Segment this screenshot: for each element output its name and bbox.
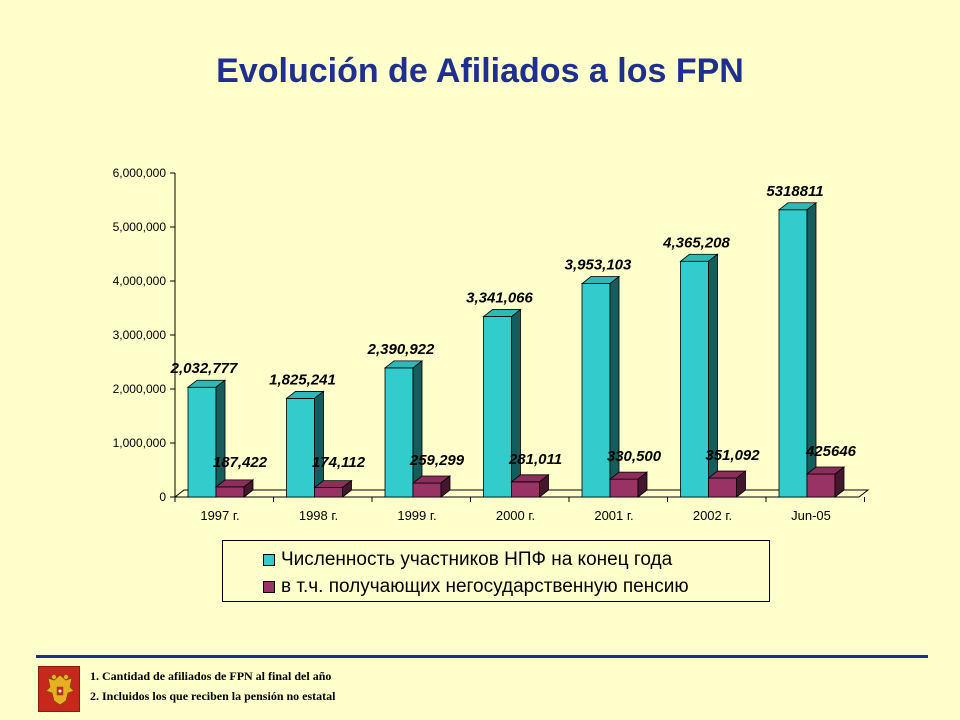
data-label-participants: 3,953,103 [565,257,632,274]
y-tick-label: 5,000,000 [113,220,167,234]
bar-participants [778,209,808,498]
data-label-participants: 2,390,922 [367,341,435,358]
data-label-pension-recipients: 351,092 [705,447,760,464]
x-tick-label: 2000 г. [496,508,535,523]
x-tick-label: 1998 г. [299,508,338,523]
y-tick-label: 1,000,000 [113,436,167,450]
bar-pension-recipients [314,487,343,498]
y-tick-label: 6,000,000 [113,166,167,180]
x-tick-label: 2001 г. [594,508,633,523]
y-tick-label: 0 [159,490,166,504]
slide-title: Evolución de Afiliados a los FPN [216,52,744,90]
data-label-pension-recipients: 259,299 [409,452,465,469]
x-tick-label: 2002 г. [693,508,732,523]
bar-pension-recipients [609,478,639,498]
data-label-participants: 2,032,777 [170,360,238,377]
data-label-pension-recipients: 425646 [805,443,857,460]
bar-participants [483,316,512,498]
bar-pension-recipients [215,486,245,498]
data-label-pension-recipients: 174,112 [312,454,366,471]
x-tick-label: 1999 г. [397,508,436,523]
bar-side-face [215,379,226,498]
bar-side-face [834,466,845,498]
data-label-pension-recipients: 281,011 [508,451,562,468]
bar-chart: 0 1,000,000 2,000,000 3,000,000 4,000,000 5,0… [113,166,870,523]
bar-participants [581,283,611,498]
bar-participants [187,386,217,498]
bar-side-face [440,475,451,498]
x-tick-label: 1997 г. [200,508,239,523]
legend-swatch-participants [263,554,275,566]
bar-side-face [736,470,746,498]
bar-participants [286,398,315,498]
bar-side-face [243,479,254,498]
legend-label-participants: Численность участников НПФ на конец года [281,549,673,570]
y-tick-label: 3,000,000 [113,328,167,342]
x-tick-label: Jun-05 [791,508,831,523]
bar-side-face [637,471,648,498]
bar-side-face [539,474,549,498]
footnote-2: 2. Incluidos los que reciben la pensión … [90,689,336,703]
legend-item-pension-recipients: в т.ч. получающих негосударственную пенс… [263,576,689,598]
footnote-1: 1. Cantidad de afiliados de FPN al final… [90,669,332,683]
y-tick-label: 2,000,000 [113,382,167,396]
bar-pension-recipients [412,482,442,498]
bar-pension-recipients [806,473,836,498]
data-label-pension-recipients: 187,422 [213,454,268,471]
data-label-pension-recipients: 330,500 [607,448,662,465]
bar-participants [680,260,709,498]
legend-swatch-pension-recipients [263,581,275,593]
data-label-participants: 3,341,066 [466,290,533,307]
bar-side-face [511,308,521,498]
bar-participants [384,367,414,498]
data-label-participants: 5318811 [766,183,823,200]
data-label-participants: 1,825,241 [269,371,336,388]
bar-side-face [342,479,352,498]
y-tick-label: 4,000,000 [113,274,167,288]
russian-coat-of-arms-icon [38,666,80,712]
bar-pension-recipients [708,477,737,498]
footer-divider [36,655,928,658]
bar-pension-recipients [511,481,540,498]
legend-label-pension-recipients: в т.ч. получающих негосударственную пенс… [281,576,689,597]
data-label-participants: 4,365,208 [662,234,730,251]
legend-item-participants: Численность участников НПФ на конец года [263,549,672,571]
chart-legend: Численность участников НПФ на конец года… [222,540,770,602]
